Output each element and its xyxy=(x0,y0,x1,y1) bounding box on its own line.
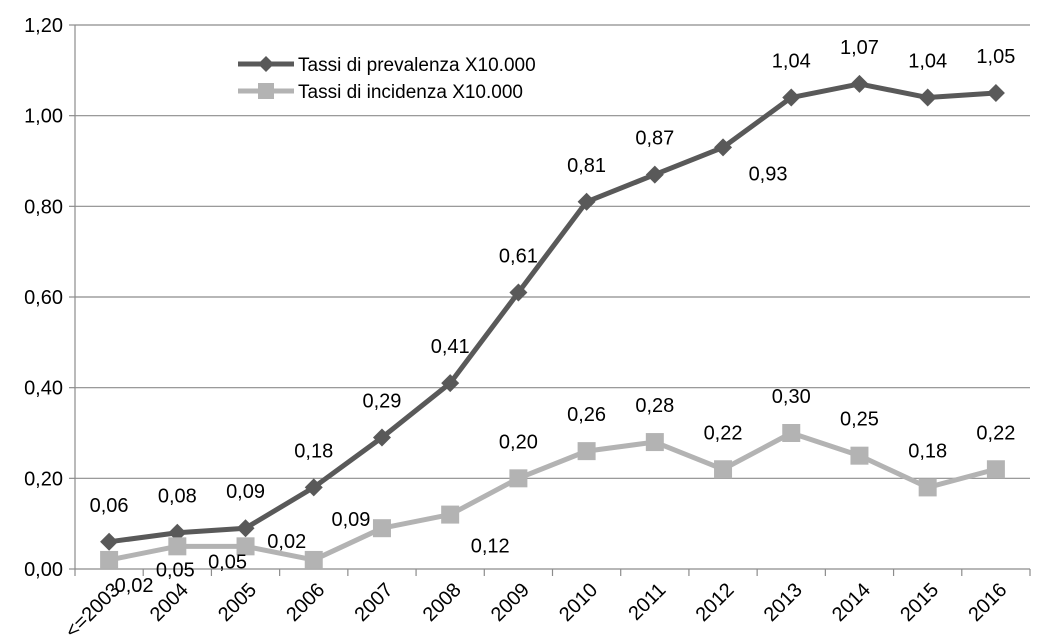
data-point-incidenza xyxy=(782,424,801,442)
x-tick-label: 2015 xyxy=(896,579,943,626)
data-point-prevalenza xyxy=(236,519,255,538)
y-tick-label: 0,00 xyxy=(24,559,63,581)
data-label-prevalenza: 0,93 xyxy=(749,163,788,185)
data-point-prevalenza xyxy=(577,192,596,211)
data-label-prevalenza: 0,41 xyxy=(431,336,470,358)
data-label-incidenza: 0,05 xyxy=(156,559,195,581)
data-point-prevalenza xyxy=(509,283,528,302)
data-point-incidenza xyxy=(714,460,733,479)
legend-label-prevalenza: Tassi di prevalenza X10.000 xyxy=(298,55,536,76)
data-label-prevalenza: 1,07 xyxy=(840,37,879,59)
series-group xyxy=(100,74,1005,569)
data-point-prevalenza xyxy=(782,88,801,107)
data-point-incidenza xyxy=(100,550,119,569)
data-point-incidenza xyxy=(986,460,1005,479)
legend-marker-prevalenza xyxy=(258,56,274,72)
x-tick-label: 2010 xyxy=(555,579,602,626)
data-label-prevalenza: 0,29 xyxy=(362,391,401,413)
x-tick-label: 2008 xyxy=(419,579,466,626)
data-label-incidenza: 0,30 xyxy=(772,386,811,408)
data-label-prevalenza: 1,04 xyxy=(772,51,811,73)
x-tick-label: 2013 xyxy=(760,579,807,626)
y-tick-label: 1,20 xyxy=(24,15,63,37)
data-point-prevalenza xyxy=(850,74,869,93)
data-point-prevalenza xyxy=(714,138,733,157)
data-point-incidenza xyxy=(577,442,596,461)
data-point-prevalenza xyxy=(304,478,323,497)
legend-label-incidenza: Tassi di incidenza X10.000 xyxy=(298,82,523,103)
data-point-prevalenza xyxy=(372,428,391,447)
x-tick-label: 2005 xyxy=(214,579,261,626)
data-label-prevalenza: 0,08 xyxy=(158,486,197,508)
x-tick-label: 2009 xyxy=(487,579,534,626)
data-label-prevalenza: 0,61 xyxy=(499,245,538,267)
data-label-incidenza: 0,20 xyxy=(499,431,538,453)
data-label-incidenza: 0,28 xyxy=(635,395,674,417)
data-point-incidenza xyxy=(918,478,937,497)
data-point-prevalenza xyxy=(441,374,460,393)
data-label-incidenza: 0,25 xyxy=(840,409,879,431)
data-label-incidenza: 0,26 xyxy=(567,404,606,426)
y-tick-label: 0,60 xyxy=(24,287,63,309)
data-label-prevalenza: 0,81 xyxy=(567,155,606,177)
data-labels: 0,06 0,08 0,09 0,18 0,29 0,41 0,61 0,81 0,87 0,93… xyxy=(90,37,1016,597)
data-label-prevalenza: 0,87 xyxy=(635,128,674,150)
x-tick-label: 2011 xyxy=(624,579,670,625)
data-label-incidenza: 0,09 xyxy=(331,509,370,531)
series-line-prevalenza xyxy=(108,81,997,545)
x-tick-label: 2016 xyxy=(964,579,1011,626)
data-point-incidenza xyxy=(372,519,391,538)
data-label-incidenza: 0,22 xyxy=(976,422,1015,444)
data-label-prevalenza: 1,04 xyxy=(908,51,947,73)
data-label-incidenza: 0,05 xyxy=(208,551,247,573)
data-point-prevalenza xyxy=(645,165,664,184)
y-axis-ticks: 0,00 0,20 0,40 0,60 0,80 1,00 1,20 xyxy=(24,15,75,581)
data-point-prevalenza xyxy=(986,84,1005,102)
legend: Tassi di prevalenza X10.000 Tassi di inc… xyxy=(238,55,536,103)
series-line-incidenza xyxy=(108,430,997,563)
data-label-prevalenza: 1,05 xyxy=(976,46,1015,68)
data-point-incidenza xyxy=(168,537,187,556)
data-point-prevalenza xyxy=(918,88,937,107)
data-point-prevalenza xyxy=(100,532,119,551)
data-label-incidenza: 0,02 xyxy=(115,575,154,597)
legend-marker-incidenza xyxy=(258,83,274,99)
x-axis-ticks: <=2003 2004 2005 2006 2007 2008 2009 2010 2011 20… xyxy=(61,569,1031,642)
data-label-prevalenza: 0,18 xyxy=(294,440,333,462)
data-label-incidenza: 0,22 xyxy=(704,422,743,444)
data-point-incidenza xyxy=(236,537,255,556)
x-tick-label: 2007 xyxy=(350,579,397,626)
data-label-prevalenza: 0,09 xyxy=(226,481,265,503)
data-label-incidenza: 0,12 xyxy=(471,536,510,558)
y-tick-label: 1,00 xyxy=(24,106,63,128)
data-point-prevalenza xyxy=(168,523,187,542)
data-point-incidenza xyxy=(304,550,323,569)
y-tick-label: 0,20 xyxy=(24,468,63,490)
x-tick-label: 2014 xyxy=(828,579,875,626)
gridlines xyxy=(75,24,1030,479)
data-point-incidenza xyxy=(850,446,869,465)
x-tick-label: 2006 xyxy=(282,579,329,626)
y-tick-label: 0,40 xyxy=(24,378,63,400)
data-label-prevalenza: 0,06 xyxy=(90,495,129,517)
y-tick-label: 0,80 xyxy=(24,196,63,218)
data-label-incidenza: 0,18 xyxy=(908,440,947,462)
data-point-incidenza xyxy=(645,433,664,452)
data-point-incidenza xyxy=(441,505,460,524)
x-tick-label: 2012 xyxy=(692,579,739,626)
data-point-incidenza xyxy=(509,469,528,488)
data-label-incidenza: 0,02 xyxy=(267,531,306,553)
